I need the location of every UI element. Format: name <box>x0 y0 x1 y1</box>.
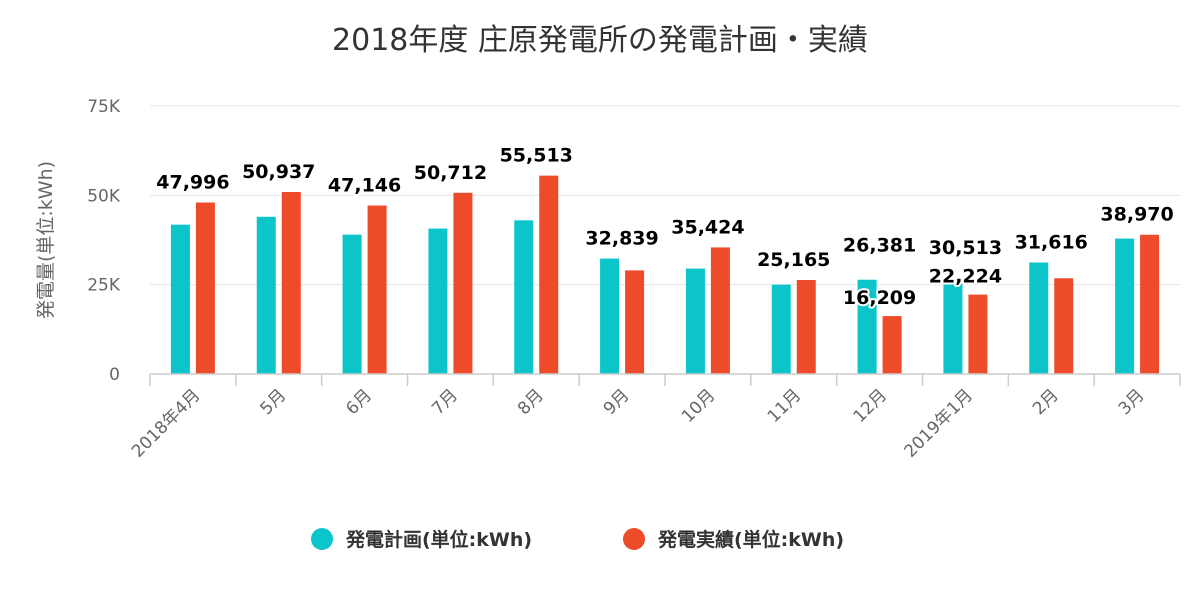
data-label: 16,209 <box>843 287 916 309</box>
data-label: 31,616 <box>1015 232 1088 254</box>
chart-title: 2018年度 庄原発電所の発電計画・実績 <box>332 23 868 58</box>
bar-plan[interactable] <box>514 220 534 374</box>
y-axis-ticks: 0 25K 50K 75K <box>87 97 121 385</box>
legend-label[interactable]: 発電計画(単位:kWh) <box>345 528 532 551</box>
bar-plan[interactable] <box>685 268 705 374</box>
bar-plan[interactable] <box>428 228 448 374</box>
bar-actual[interactable] <box>710 247 730 374</box>
bar-actual[interactable] <box>1054 278 1074 374</box>
bar-actual[interactable] <box>281 191 301 374</box>
bar-plan[interactable] <box>771 284 791 374</box>
bar-plan[interactable] <box>1029 262 1049 374</box>
data-label: 47,146 <box>328 175 401 197</box>
x-tick-label: 2018年4月 <box>128 385 204 461</box>
data-label: 25,165 <box>757 249 830 271</box>
data-labels: 47,996 50,937 47,146 50,712 55,513 32,839 35,4… <box>154 143 1175 311</box>
bar-plan[interactable] <box>943 282 963 374</box>
bar-plan[interactable] <box>600 258 620 374</box>
x-tick-label: 11月 <box>764 385 805 426</box>
data-label: 35,424 <box>671 216 744 238</box>
x-tick-label: 2月 <box>1029 385 1063 419</box>
data-label: 38,970 <box>1100 204 1173 226</box>
data-label: 26,381 <box>843 235 916 257</box>
x-tick-label: 3月 <box>1115 385 1149 419</box>
legend-marker[interactable] <box>311 528 333 550</box>
data-label: 22,224 <box>929 266 1002 288</box>
bar-actual[interactable] <box>1140 234 1160 374</box>
data-label: 47,996 <box>156 171 229 193</box>
bar-actual[interactable] <box>968 294 988 374</box>
y-tick-label: 25K <box>87 276 121 296</box>
legend-label[interactable]: 発電実績(単位:kWh) <box>657 528 844 551</box>
data-label: 32,839 <box>585 228 658 250</box>
x-tick-label: 2019年1月 <box>901 385 977 461</box>
bar-actual[interactable] <box>367 205 387 374</box>
legend-marker[interactable] <box>623 528 645 550</box>
bar-plan[interactable] <box>342 234 362 374</box>
x-tick-label: 7月 <box>428 385 462 419</box>
bar-plan[interactable] <box>857 279 877 374</box>
y-axis-label: 発電量(単位:kWh) <box>35 161 57 319</box>
x-tick-label: 9月 <box>600 385 634 419</box>
data-label: 55,513 <box>500 145 573 167</box>
bar-actual[interactable] <box>882 316 902 374</box>
x-tick-label: 10月 <box>678 385 719 426</box>
bar-actual[interactable] <box>195 202 215 374</box>
data-label: 50,937 <box>242 161 315 183</box>
x-tick-label: 6月 <box>342 385 376 419</box>
x-tick-label: 8月 <box>514 385 548 419</box>
grid-lines <box>150 105 1180 286</box>
data-label: 50,712 <box>414 162 487 184</box>
y-tick-label: 50K <box>87 186 121 206</box>
bar-actual[interactable] <box>625 270 645 374</box>
bar-actual[interactable] <box>539 175 559 374</box>
x-tick-label: 5月 <box>256 385 290 419</box>
data-label: 30,513 <box>929 237 1002 259</box>
x-tick-label: 12月 <box>850 385 891 426</box>
bar-plan[interactable] <box>1115 238 1135 374</box>
y-tick-label: 0 <box>109 365 120 385</box>
bars <box>170 175 1160 374</box>
bar-plan[interactable] <box>170 224 190 374</box>
x-axis: 2018年4月 5月 6月 7月 8月 9月 10月 11月 12月 2019年1月 2月 3月 <box>128 373 1181 462</box>
legend[interactable]: 発電計画(単位:kWh) 発電実績(単位:kWh) <box>311 528 844 551</box>
bar-actual[interactable] <box>453 192 473 374</box>
y-tick-label: 75K <box>87 97 121 117</box>
bar-plan[interactable] <box>256 216 276 374</box>
bar-actual[interactable] <box>796 280 816 374</box>
